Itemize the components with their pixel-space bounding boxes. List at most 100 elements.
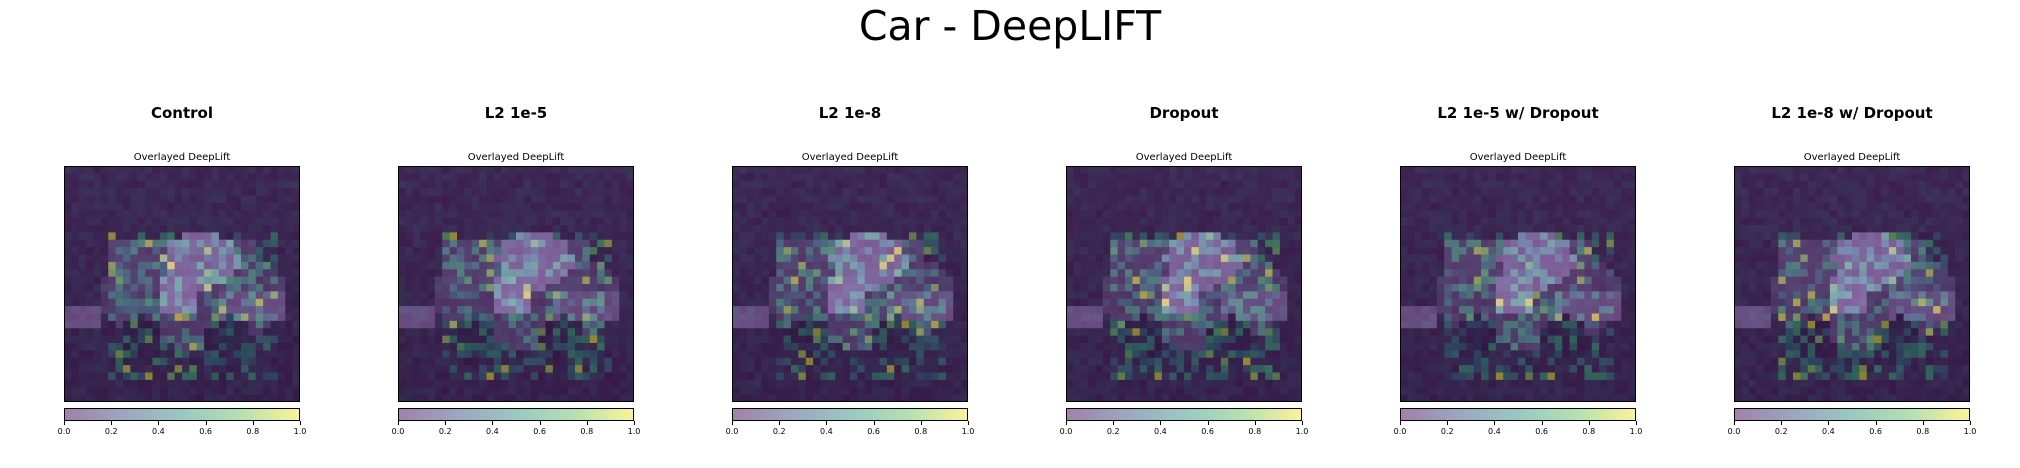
heatmap-cell (879, 335, 888, 344)
heatmap-cell (530, 365, 539, 373)
heatmap-cell (486, 195, 495, 204)
heatmap-cell (1422, 343, 1430, 351)
heatmap-cell (78, 261, 87, 270)
heatmap-cell (1628, 210, 1636, 218)
heatmap-cell (1161, 306, 1170, 314)
heatmap-cell (398, 217, 406, 226)
heatmap-cell (189, 217, 198, 226)
heatmap-cell (761, 313, 770, 322)
heatmap-cell (783, 379, 792, 388)
heatmap-cell (879, 372, 888, 381)
heatmap-cell (582, 173, 591, 182)
heatmap-cell (108, 195, 116, 204)
heatmap-cell (1407, 173, 1416, 182)
heatmap-cell (64, 166, 72, 174)
heatmap-cell (1414, 291, 1423, 300)
heatmap-cell (1510, 254, 1519, 263)
heatmap-cell (241, 335, 249, 344)
heatmap-cell (108, 269, 116, 277)
heatmap-cell (1243, 166, 1251, 174)
heatmap-cell (1577, 298, 1585, 307)
heatmap-cell (776, 173, 784, 182)
heatmap-cell (1095, 328, 1104, 336)
heatmap-cell (398, 291, 406, 300)
heatmap-cell (226, 306, 234, 314)
heatmap-cell (619, 335, 627, 344)
heatmap-cell (953, 254, 961, 263)
heatmap-cell (516, 202, 524, 211)
axes-subtitle: Overlayed DeepLift (1135, 152, 1233, 163)
heatmap-cell (1554, 210, 1563, 218)
heatmap-cell (1429, 188, 1438, 196)
heatmap-cell (93, 298, 102, 307)
heatmap-cell (945, 387, 954, 395)
heatmap-cell (530, 335, 539, 344)
heatmap-cell (233, 247, 242, 255)
heatmap-cell (159, 276, 168, 285)
heatmap-cell (746, 357, 755, 366)
heatmap-cell (182, 173, 190, 182)
heatmap-cell (1591, 239, 1600, 248)
heatmap-cell (1176, 387, 1185, 395)
heatmap-cell (1473, 202, 1482, 211)
heatmap-cell (1613, 195, 1622, 204)
heatmap-cell (879, 254, 888, 263)
heatmap-cell (761, 387, 770, 395)
heatmap-cell (552, 247, 561, 255)
colorbar-tick-mark (779, 421, 781, 425)
heatmap-cell (1569, 166, 1578, 174)
heatmap-cell (1169, 180, 1177, 189)
heatmap-cell (204, 210, 212, 218)
heatmap-cell (464, 276, 473, 285)
heatmap-cell (263, 202, 271, 211)
heatmap-cell (123, 173, 131, 182)
heatmap-cell (872, 225, 880, 233)
heatmap-cell (226, 232, 234, 241)
heatmap-cell (938, 343, 947, 351)
heatmap-cell (1547, 261, 1556, 270)
heatmap-cell (1525, 188, 1534, 196)
heatmap-cell (1518, 180, 1526, 189)
axes-subtitle: Overlayed DeepLift (1469, 152, 1567, 163)
heatmap-cell (864, 225, 873, 233)
heatmap-cell (241, 173, 249, 182)
heatmap-cell (1466, 335, 1475, 344)
heatmap-cell (420, 239, 428, 248)
heatmap-cell (464, 232, 473, 241)
heatmap-cell (248, 284, 257, 292)
heatmap-cell (835, 284, 843, 292)
heatmap-cell (1117, 195, 1126, 204)
heatmap-cell (1547, 328, 1556, 336)
heatmap-cell (619, 313, 627, 322)
heatmap-cell (1525, 276, 1534, 285)
heatmap-cell (626, 202, 634, 211)
colorbar-tick-mark (1066, 421, 1067, 425)
heatmap-cell (1407, 254, 1416, 263)
heatmap-cell (508, 261, 517, 270)
heatmap-cell (196, 350, 205, 359)
heatmap-cell (464, 180, 473, 189)
heatmap-cell (464, 343, 473, 351)
heatmap-cell (1220, 254, 1229, 263)
heatmap-cell (589, 320, 598, 329)
heatmap-cell (1088, 328, 1096, 336)
heatmap-cell (1554, 188, 1563, 196)
heatmap-cell (732, 372, 740, 381)
heatmap-cell (1257, 372, 1266, 381)
heatmap-cell (189, 328, 198, 336)
heatmap-cell (123, 188, 131, 196)
heatmap-cell (412, 269, 421, 277)
heatmap-cell (923, 357, 932, 366)
heatmap-cell (611, 335, 620, 344)
heatmap-cell (626, 335, 634, 344)
heatmap-cell (464, 320, 473, 329)
heatmap-cell (1444, 298, 1452, 307)
heatmap-cell (486, 372, 495, 381)
heatmap-cell (1621, 261, 1629, 270)
heatmap-cell (174, 298, 183, 307)
heatmap-cell (471, 188, 480, 196)
heatmap-cell (182, 166, 190, 174)
heatmap-cell (894, 202, 902, 211)
heatmap-cell (560, 291, 568, 300)
heatmap-cell (1540, 173, 1548, 182)
